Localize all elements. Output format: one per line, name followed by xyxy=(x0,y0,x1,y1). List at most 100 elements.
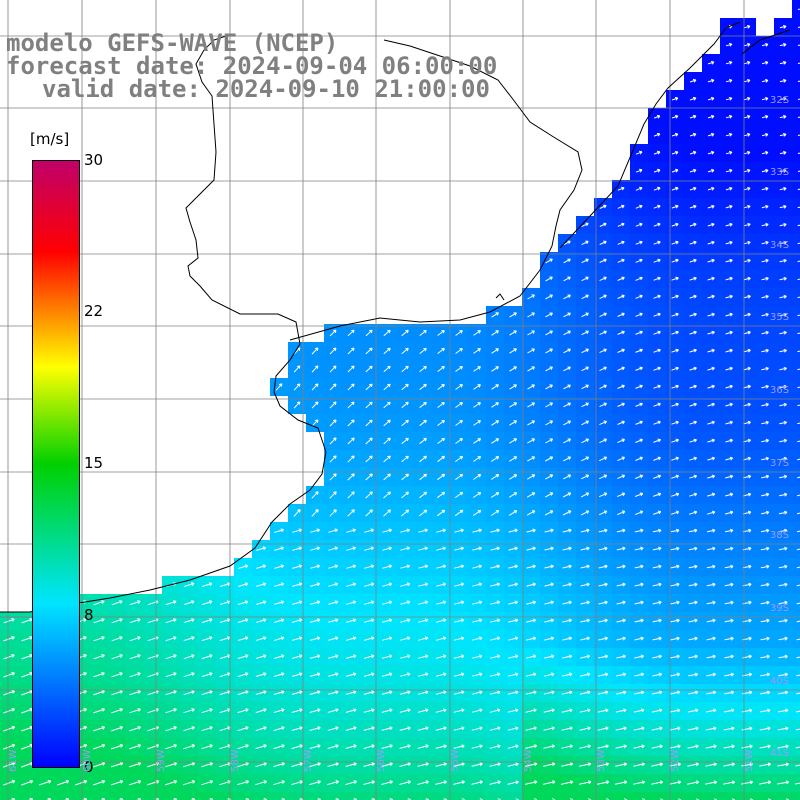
wind-arrow xyxy=(635,240,643,245)
wind-arrow xyxy=(399,690,411,695)
wind-arrow xyxy=(688,672,699,677)
wind-arrow xyxy=(436,582,447,587)
wind-arrow xyxy=(563,312,571,318)
wind-arrow xyxy=(545,312,553,318)
wind-arrow xyxy=(364,564,375,569)
wind-arrow xyxy=(599,204,607,209)
wind-arrow xyxy=(653,402,661,407)
wind-arrow xyxy=(633,744,645,749)
wind-arrow xyxy=(111,618,123,624)
wind-arrow xyxy=(525,744,538,749)
wind-arrow xyxy=(293,365,301,373)
wind-arrow xyxy=(544,582,554,587)
wind-arrow xyxy=(653,348,661,353)
wind-arrow xyxy=(383,383,391,391)
wind-arrow xyxy=(473,402,481,408)
wind-arrow xyxy=(688,618,698,623)
wind-arrow xyxy=(490,618,501,623)
wind-arrow xyxy=(796,602,800,605)
wind-arrow xyxy=(689,258,697,263)
wind-arrow xyxy=(689,330,697,335)
wind-arrow xyxy=(544,546,554,551)
wind-arrow xyxy=(542,762,556,767)
wind-arrow xyxy=(237,654,249,659)
wind-arrow xyxy=(435,654,447,659)
wind-arrow xyxy=(652,582,662,587)
lat-label: 33S xyxy=(770,167,790,178)
wind-arrow xyxy=(293,383,301,391)
wind-arrow xyxy=(165,672,177,678)
wind-arrow xyxy=(671,384,679,389)
wind-arrow xyxy=(453,762,465,767)
wind-arrow xyxy=(779,42,787,47)
wind-arrow xyxy=(436,564,447,569)
wind-arrow xyxy=(419,455,427,463)
wind-arrow xyxy=(237,708,249,714)
wind-arrow xyxy=(760,546,770,551)
wind-arrow xyxy=(779,384,787,389)
wind-arrow xyxy=(671,366,679,371)
wind-arrow xyxy=(671,492,680,497)
wind-arrow xyxy=(723,726,735,731)
wind-arrow xyxy=(616,600,626,605)
wind-arrow xyxy=(364,600,375,605)
wind-arrow xyxy=(473,420,481,426)
wind-arrow xyxy=(599,312,607,318)
wind-arrow xyxy=(615,744,627,749)
wind-arrow xyxy=(671,456,679,461)
wind-arrow xyxy=(725,474,734,479)
wind-speed-cell xyxy=(378,792,396,800)
wind-arrow xyxy=(401,491,409,499)
wind-arrow xyxy=(436,528,446,533)
wind-arrow xyxy=(634,672,645,677)
wind-arrow xyxy=(759,708,771,713)
wind-arrow xyxy=(509,366,517,372)
wind-arrow xyxy=(453,726,465,731)
wind-arrow xyxy=(706,582,716,587)
wind-arrow xyxy=(491,402,499,408)
wind-arrow xyxy=(688,690,699,695)
wind-arrow xyxy=(687,726,699,731)
wind-arrow xyxy=(580,510,590,516)
wind-arrow xyxy=(255,762,267,768)
wind-arrow xyxy=(635,258,643,263)
wind-arrow xyxy=(473,474,482,480)
wind-arrow xyxy=(237,600,249,605)
wind-arrow xyxy=(688,582,698,587)
wind-arrow xyxy=(419,473,427,481)
wind-arrow xyxy=(689,492,698,497)
wind-arrow xyxy=(689,168,697,173)
wind-arrow xyxy=(365,491,373,499)
wind-arrow xyxy=(761,456,770,461)
wind-arrow xyxy=(129,726,141,732)
wind-arrow xyxy=(255,618,267,623)
wind-arrow xyxy=(779,312,787,317)
wind-arrow xyxy=(760,510,770,515)
wind-arrow xyxy=(797,422,800,425)
wind-arrow xyxy=(562,600,572,605)
lat-label: 38S xyxy=(770,530,790,541)
wind-arrow xyxy=(706,546,716,551)
wind-arrow xyxy=(545,402,554,408)
wind-arrow xyxy=(346,528,356,533)
wind-arrow xyxy=(111,672,123,678)
wind-arrow xyxy=(129,600,141,606)
wind-arrow xyxy=(489,690,501,695)
wind-arrow xyxy=(527,402,536,408)
wind-arrow xyxy=(777,708,789,713)
wind-arrow xyxy=(544,564,554,569)
wind-arrow xyxy=(507,780,519,785)
wind-arrow xyxy=(616,618,626,623)
wind-arrow xyxy=(635,510,644,516)
wind-speed-cell xyxy=(720,792,738,800)
wind-arrow xyxy=(760,492,770,497)
wind-arrow xyxy=(689,474,698,479)
wind-arrow xyxy=(273,690,285,695)
wind-arrow xyxy=(327,690,339,695)
wind-arrow xyxy=(670,636,680,641)
wind-arrow xyxy=(508,492,518,498)
wind-arrow xyxy=(328,564,339,569)
wind-speed-cell xyxy=(792,324,800,342)
wind-arrow xyxy=(111,708,123,714)
wind-arrow xyxy=(634,564,644,569)
